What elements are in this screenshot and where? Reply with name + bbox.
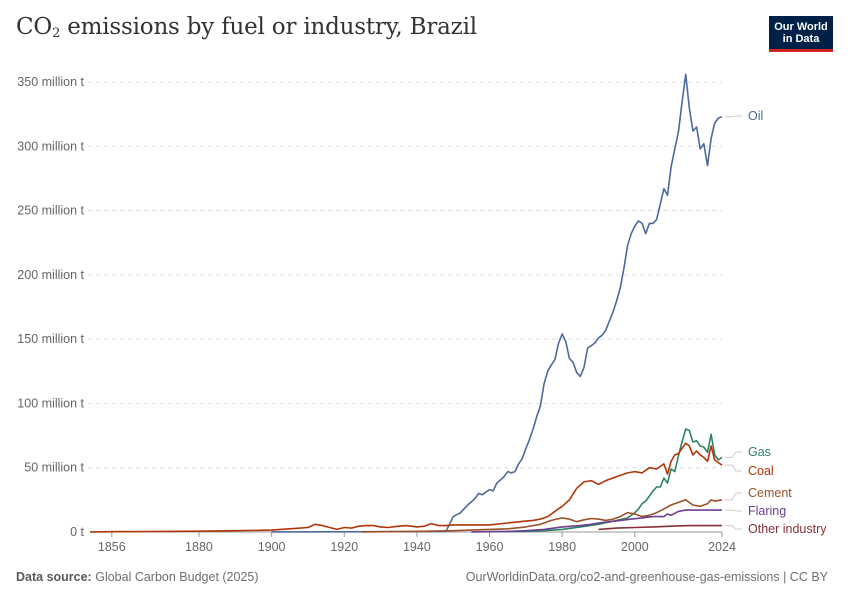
series-label[interactable]: Cement — [748, 486, 792, 500]
logo-line-1: Our World — [774, 21, 828, 33]
y-tick-label: 150 million t — [17, 332, 84, 346]
label-connector — [725, 525, 742, 530]
y-tick-label: 300 million t — [17, 139, 84, 153]
y-tick-label: 250 million t — [17, 204, 84, 218]
y-tick-label: 50 million t — [24, 461, 84, 475]
series-labels: Oil Gas Coal Cement Flaring Other industry — [725, 109, 827, 536]
y-tick-label: 0 t — [70, 525, 84, 539]
x-tick-label: 2000 — [621, 540, 649, 554]
y-axis-ticks: 0 t 50 million t 100 million t 150 million … — [17, 75, 84, 539]
series-line[interactable] — [362, 499, 723, 533]
owid-logo[interactable]: Our World in Data — [769, 16, 833, 52]
logo-line-2: in Data — [782, 33, 820, 45]
x-tick-label: 1880 — [185, 540, 213, 554]
series-line[interactable] — [89, 442, 723, 533]
y-tick-label: 350 million t — [17, 75, 84, 89]
label-connector — [725, 115, 742, 118]
data-source-label: Data source: — [16, 570, 92, 584]
x-tick-label: 1980 — [548, 540, 576, 554]
label-connector — [725, 451, 742, 458]
series-label[interactable]: Flaring — [748, 504, 786, 518]
series-line[interactable] — [271, 73, 723, 533]
y-tick-label: 200 million t — [17, 268, 84, 282]
label-connector — [725, 492, 742, 501]
owid-url-license[interactable]: OurWorldinData.org/co2-and-greenhouse-ga… — [465, 570, 828, 584]
x-tick-label: 1920 — [330, 540, 358, 554]
grid-lines — [88, 81, 722, 469]
series-line[interactable] — [471, 509, 722, 533]
series-label[interactable]: Other industry — [748, 522, 827, 536]
label-connector — [725, 464, 742, 472]
x-axis: 1856 1880 1900 1920 1940 1960 1980 2000 2024 — [90, 531, 736, 554]
series-label[interactable]: Coal — [748, 464, 774, 478]
x-tick-label: 1856 — [98, 540, 126, 554]
series-lines — [89, 73, 723, 533]
data-source: Data source: Global Carbon Budget (2025) — [16, 570, 259, 584]
x-tick-label: 2024 — [708, 540, 736, 554]
label-connector — [725, 509, 742, 512]
x-tick-label: 1960 — [476, 540, 504, 554]
series-label[interactable]: Gas — [748, 445, 771, 459]
chart-title: CO2 emissions by fuel or industry, Brazi… — [16, 14, 477, 41]
series-label[interactable]: Oil — [748, 109, 763, 123]
x-tick-label: 1900 — [258, 540, 286, 554]
series-line[interactable] — [598, 524, 723, 531]
data-source-link[interactable]: Global Carbon Budget (2025) — [95, 570, 259, 584]
y-tick-label: 100 million t — [17, 396, 84, 410]
x-tick-label: 1940 — [403, 540, 431, 554]
